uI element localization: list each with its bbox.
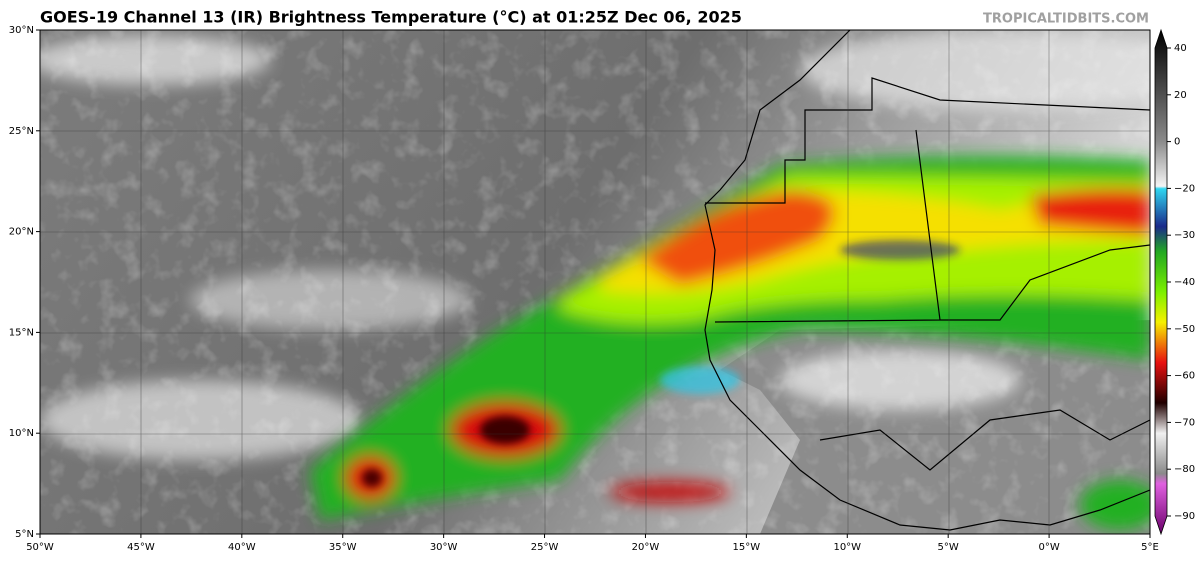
colorbar-label: −90 xyxy=(1174,511,1195,522)
lon-label: 50°W xyxy=(26,542,54,553)
lat-label: 20°N xyxy=(9,227,34,238)
lat-label: 5°N xyxy=(15,529,34,540)
colorbar-label: −80 xyxy=(1174,464,1195,475)
lat-label: 30°N xyxy=(9,25,34,36)
credit: TROPICALTIDBITS.COM xyxy=(983,12,1149,27)
colorbar-label: 20 xyxy=(1174,90,1187,101)
lat-label: 25°N xyxy=(9,126,34,137)
map-frame xyxy=(39,29,1151,535)
lon-label: 40°W xyxy=(228,542,256,553)
lon-label: 20°W xyxy=(632,542,660,553)
colorbar-label: 40 xyxy=(1174,43,1187,54)
colorbar-label: −40 xyxy=(1174,277,1195,288)
colorbar-label: −20 xyxy=(1174,183,1195,194)
colorbar-label: −50 xyxy=(1174,324,1195,335)
lon-label: 5°W xyxy=(938,542,959,553)
lon-label: 10°W xyxy=(833,542,861,553)
lon-label: 15°W xyxy=(733,542,761,553)
satellite-image xyxy=(40,30,1150,534)
lon-label: 45°W xyxy=(127,542,155,553)
lat-label: 15°N xyxy=(9,327,34,338)
lon-label: 25°W xyxy=(531,542,559,553)
colorbar-label: 0 xyxy=(1174,137,1180,148)
colorbar-label: −70 xyxy=(1174,417,1195,428)
lon-label: 30°W xyxy=(430,542,458,553)
title: GOES-19 Channel 13 (IR) Brightness Tempe… xyxy=(40,8,742,27)
lon-label: 35°W xyxy=(329,542,357,553)
colorbar-label: −60 xyxy=(1174,371,1195,382)
lat-label: 10°N xyxy=(9,428,34,439)
lon-label: 5°E xyxy=(1141,542,1159,553)
lon-label: 0°W xyxy=(1038,542,1059,553)
colorbar-label: −30 xyxy=(1174,230,1195,241)
colorbar xyxy=(1154,28,1168,536)
